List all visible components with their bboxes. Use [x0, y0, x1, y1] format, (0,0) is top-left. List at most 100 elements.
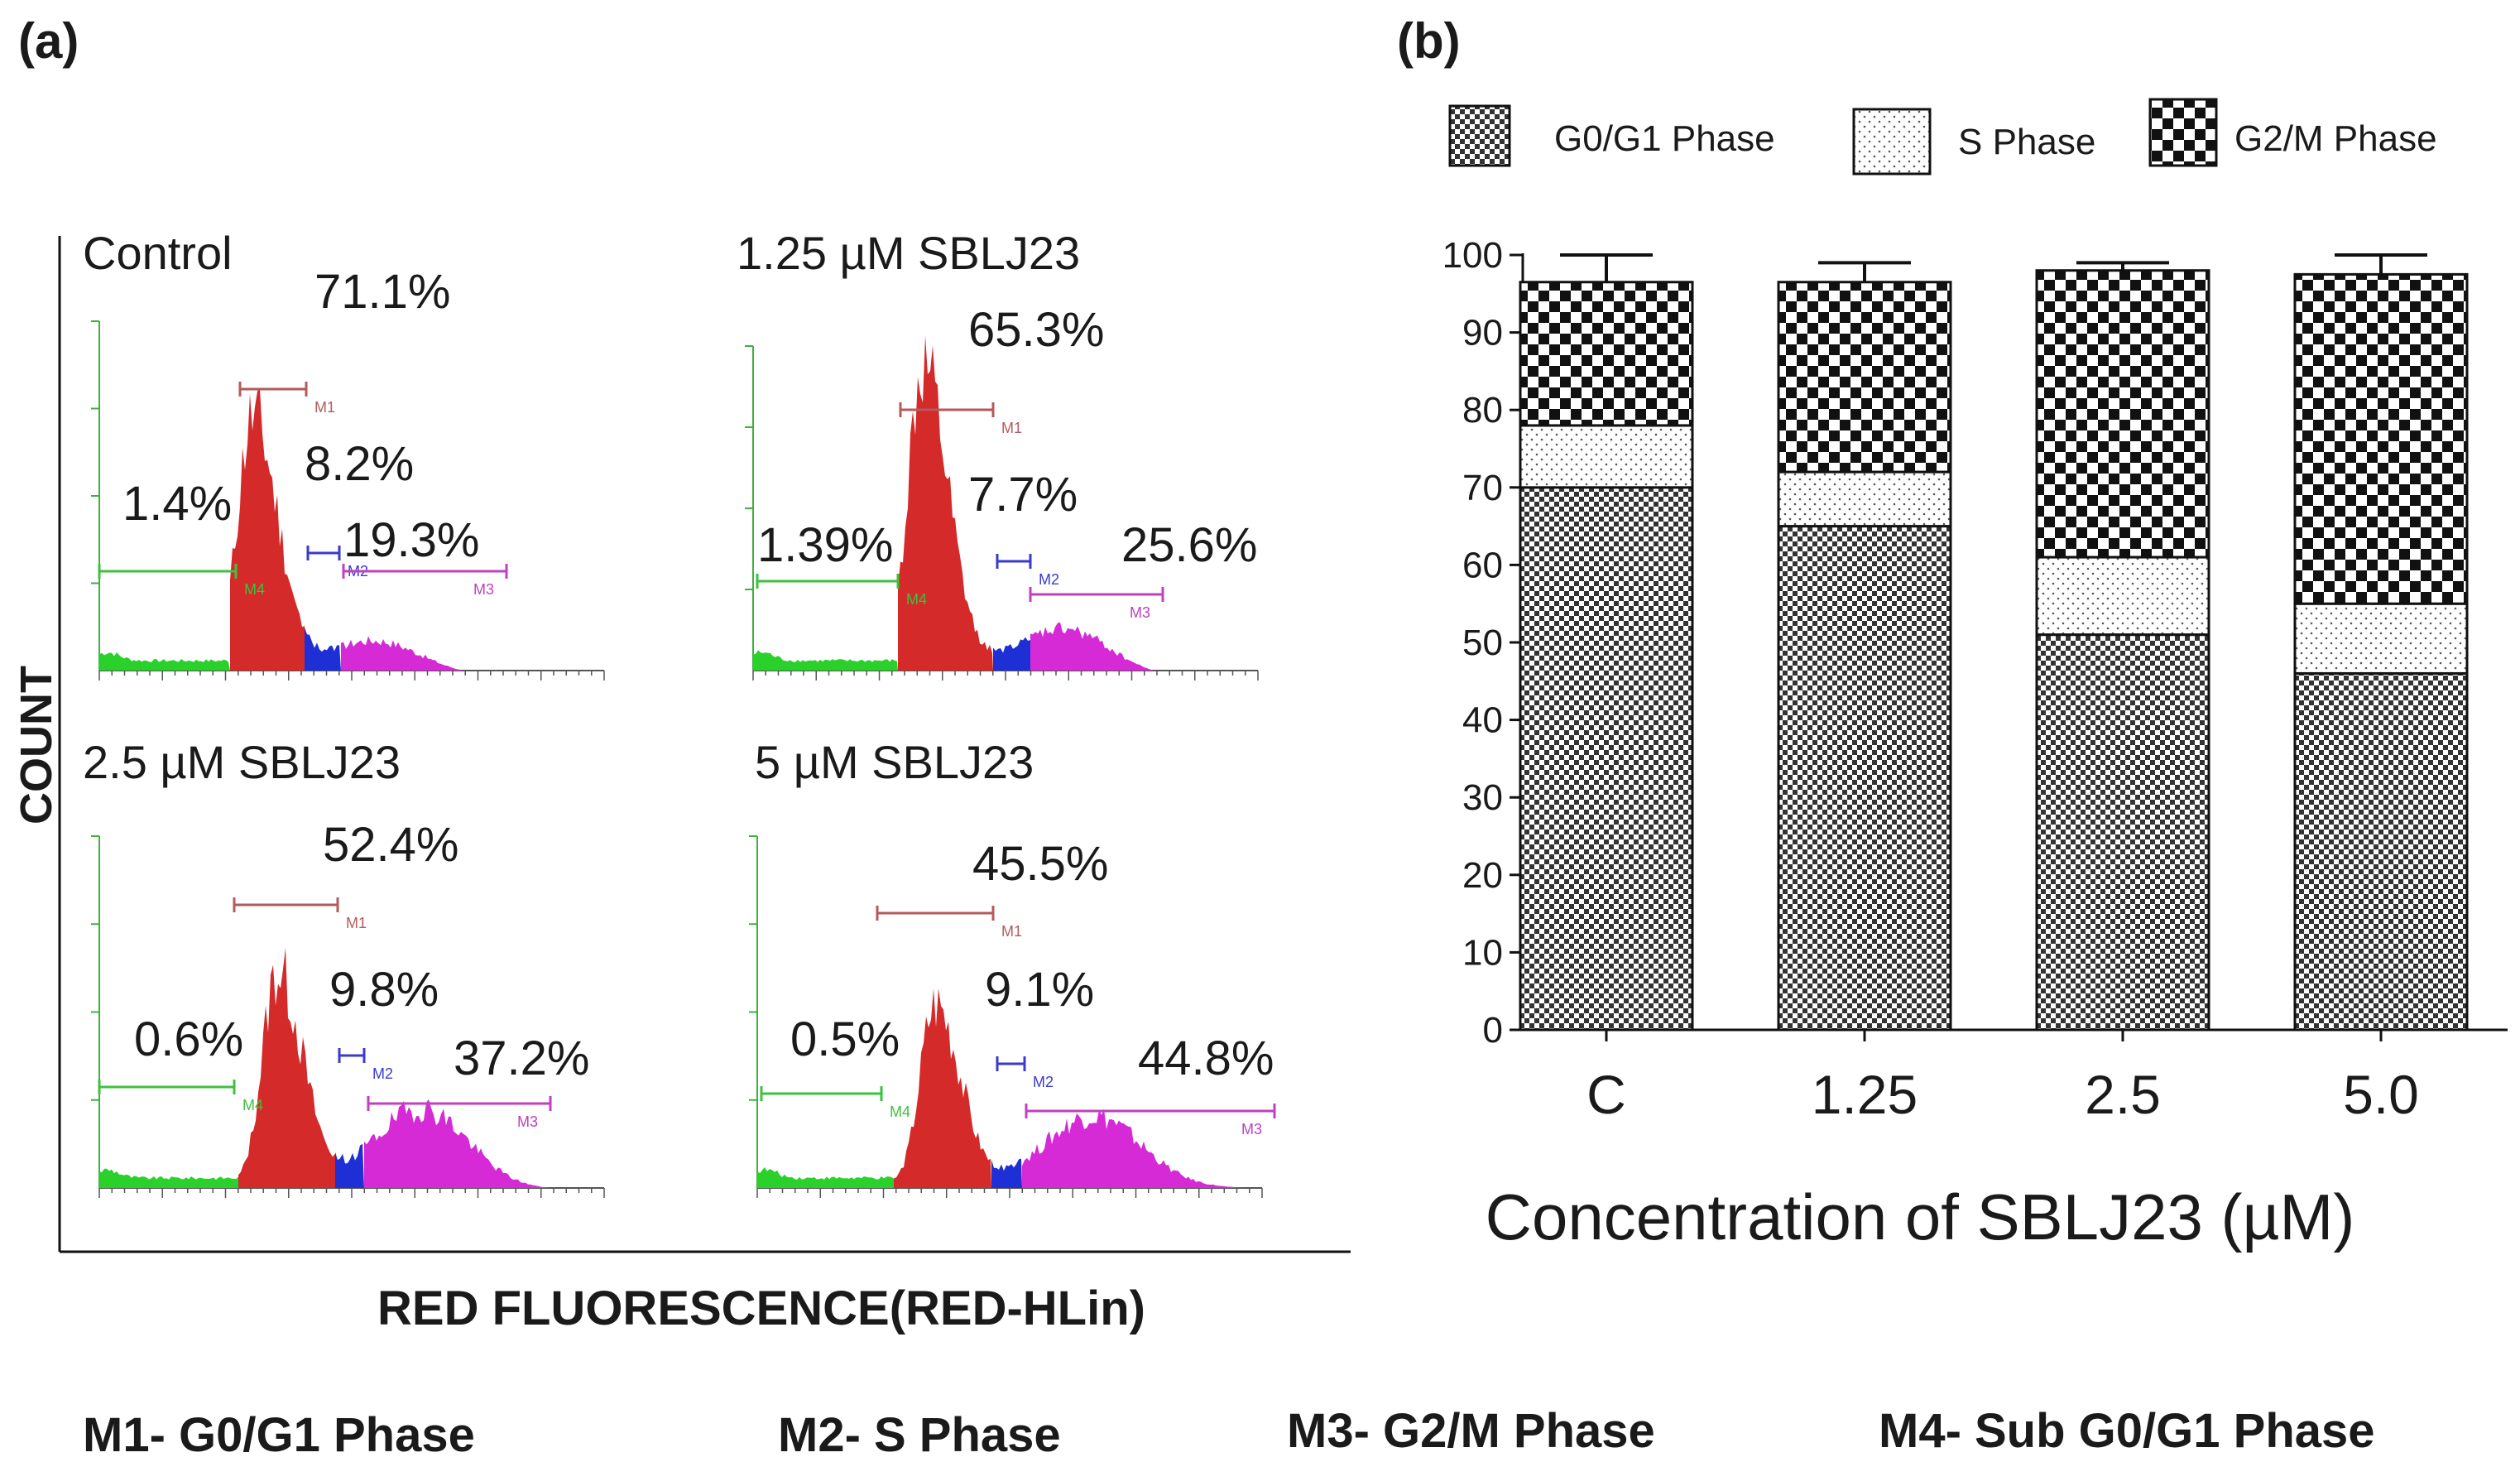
histogram-m3-region: [341, 636, 463, 671]
histogram-m3-region: [1022, 1109, 1246, 1188]
bar-y-tick-label: 60: [1462, 545, 1503, 585]
percent-label-m4: 0.5%: [790, 1012, 900, 1066]
bar-y-tick-label: 100: [1442, 235, 1503, 276]
gate-m2-label: M2: [372, 1065, 393, 1082]
bar-y-tick-label: 30: [1462, 777, 1503, 818]
histogram-m4-region: [99, 652, 230, 671]
bar-segment-g0-g1-phase: [1777, 525, 1952, 1032]
bar-segment-s-phase: [1777, 470, 1952, 528]
gate-m4-label: M4: [242, 1097, 263, 1113]
marker-legend-m4: M4- Sub G0/G1 Phase: [1879, 1404, 2375, 1458]
percent-label-m1: 71.1%: [314, 265, 450, 319]
histogram-title: Control: [83, 227, 233, 279]
histogram-m1-region: [898, 335, 993, 671]
histogram-title: 1.25 µM SBLJ23: [737, 227, 1080, 279]
percent-label-m2: 9.1%: [985, 963, 1094, 1017]
histogram-panel-4: 5 µM SBLJ23 M1 M4 M2 M3 45.5% 0.5% 9.1% 44.8%: [749, 736, 1276, 1198]
legend-swatch-s: [1852, 108, 1932, 176]
legend-swatch-g2m: [2148, 98, 2218, 167]
bar-y-tick-label: 90: [1462, 313, 1503, 353]
histogram-title: 2.5 µM SBLJ23: [83, 736, 401, 788]
panel-a-label: (a): [18, 13, 79, 69]
gate-m3-label: M3: [1241, 1121, 1262, 1137]
bar-legend: G0/G1 Phase S Phase G2/M Phase: [1448, 98, 2437, 176]
histogram-m4-region: [99, 1168, 238, 1188]
histogram-panels: Control M1 M4 M2 M3 71.1% 1.4% 8.2% 19.3% 1.25 µM…: [83, 227, 1276, 1198]
bar-segment-s-phase: [2293, 602, 2469, 675]
gate-m4-label: M4: [890, 1104, 910, 1120]
histogram-m3-region: [1030, 622, 1154, 671]
percent-label-m3: 37.2%: [454, 1032, 589, 1085]
legend-label-g2m: G2/M Phase: [2234, 118, 2437, 159]
histogram-panel-3: 2.5 µM SBLJ23 M1 M4 M2 M3 52.4% 0.6% 9.8% 37.2%: [83, 736, 605, 1198]
bar-category-label: 2.5: [2085, 1064, 2161, 1125]
gate-m1-label: M1: [1001, 923, 1022, 940]
histogram-m2-region: [335, 1143, 364, 1188]
bar-category-label: C: [1586, 1064, 1626, 1125]
bar-segment-g0-g1-phase: [2293, 671, 2469, 1032]
gate-m1-label: M1: [314, 399, 335, 416]
gate-m3-label: M3: [1130, 604, 1150, 621]
histogram-m2-region: [993, 637, 1030, 671]
histogram-m4-region: [753, 650, 898, 671]
gate-m1-label: M1: [1001, 420, 1022, 436]
percent-label-m2: 7.7%: [968, 468, 1078, 522]
histogram-m3-region: [364, 1099, 550, 1188]
gate-m3-label: M3: [517, 1113, 538, 1130]
histogram-m1-region: [894, 988, 991, 1188]
bar-segment-g2-m-phase: [1777, 281, 1952, 474]
red-fluorescence-axis-label: RED FLUORESCENCE(RED-HLin): [377, 1282, 1145, 1335]
bar-y-tick-label: 10: [1462, 932, 1503, 973]
gate-m1-label: M1: [346, 915, 367, 931]
bar-category-label: 5.0: [2343, 1064, 2419, 1125]
stacked-bar-chart: 0 10 20 30 40 50 60 70 80 90 100 C 1.25 2.5 5.0: [1442, 235, 2508, 1125]
histogram-m2-region: [991, 1158, 1022, 1188]
gate-m2-label: M2: [1039, 571, 1059, 588]
percent-label-m4: 1.4%: [122, 477, 232, 531]
percent-label-m3: 19.3%: [343, 513, 479, 567]
histogram-panel-2: 1.25 µM SBLJ23 M1 M4 M2 M3 65.3% 1.39% 7.7% 25.6…: [737, 227, 1259, 681]
percent-label-m3: 25.6%: [1121, 518, 1257, 572]
bar-category-label: 1.25: [1812, 1064, 1918, 1125]
gate-m4-label: M4: [244, 581, 265, 598]
histogram-m2-region: [305, 627, 341, 671]
legend-label-s: S Phase: [1958, 122, 2095, 162]
gate-m2-label: M2: [1033, 1074, 1054, 1090]
bar-y-tick-label: 0: [1483, 1010, 1503, 1051]
bar-x-axis-label: Concentration of SBLJ23 (µM): [1486, 1181, 2355, 1253]
legend-label-g0g1: G0/G1 Phase: [1554, 118, 1775, 159]
panel-b-label: (b): [1397, 13, 1461, 69]
histogram-m4-region: [757, 1167, 894, 1188]
bar-y-tick-label: 50: [1462, 623, 1503, 663]
percent-label-m1: 65.3%: [968, 303, 1104, 357]
marker-legend-m1: M1- G0/G1 Phase: [83, 1408, 475, 1462]
histogram-m1-region: [238, 947, 335, 1188]
percent-label-m4: 1.39%: [757, 518, 893, 572]
marker-legend-m3: M3- G2/M Phase: [1287, 1404, 1655, 1458]
bar-y-tick-label: 80: [1462, 390, 1503, 430]
histogram-title: 5 µM SBLJ23: [755, 736, 1034, 788]
marker-legend-m2: M2- S Phase: [778, 1408, 1061, 1462]
bar-segment-s-phase: [1519, 424, 1694, 489]
percent-label-m1: 45.5%: [972, 837, 1108, 891]
percent-label-m1: 52.4%: [323, 818, 458, 872]
bar-segment-g2-m-phase: [2293, 272, 2469, 605]
bar-segment-g0-g1-phase: [1519, 486, 1694, 1032]
gate-m3-label: M3: [473, 581, 494, 598]
bar-y-tick-label: 70: [1462, 468, 1503, 508]
percent-label-m3: 44.8%: [1138, 1032, 1274, 1085]
percent-label-m2: 9.8%: [329, 963, 439, 1017]
bar-segment-g2-m-phase: [1519, 281, 1694, 427]
bar-segment-g0-g1-phase: [2035, 633, 2210, 1032]
count-axis-label: COUNT: [12, 666, 61, 825]
bar-segment-s-phase: [2035, 555, 2210, 637]
gate-m4-label: M4: [906, 591, 927, 608]
bar-y-tick-label: 20: [1462, 855, 1503, 896]
legend-swatch-g0g1: [1448, 104, 1511, 167]
percent-label-m2: 8.2%: [305, 437, 414, 491]
histogram-m1-region: [230, 388, 305, 671]
bar-y-tick-label: 40: [1462, 700, 1503, 741]
percent-label-m4: 0.6%: [134, 1012, 243, 1066]
